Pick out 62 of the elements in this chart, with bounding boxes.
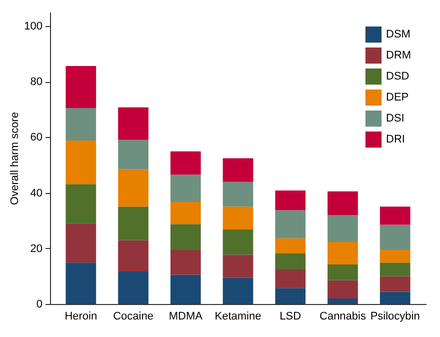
bar: [380, 292, 410, 304]
bar: [380, 224, 410, 250]
bar: [328, 242, 358, 265]
bar: [170, 250, 201, 275]
bar: [170, 224, 201, 250]
legend-label: DSD: [386, 70, 410, 82]
x-tick-label: MDMA: [168, 310, 204, 322]
bar: [380, 250, 410, 263]
bar: [328, 264, 358, 280]
bar: [118, 206, 148, 240]
bar: [328, 215, 358, 242]
bar: [118, 169, 148, 207]
bar: [66, 66, 96, 108]
x-tick-label: Heroin: [64, 310, 98, 322]
bar: [275, 190, 306, 210]
legend-label: DRM: [386, 50, 412, 62]
bar: [118, 107, 148, 140]
y-tick-label: 20: [30, 242, 42, 255]
bar: [66, 108, 96, 140]
bar: [328, 191, 358, 216]
bar: [118, 240, 148, 272]
bar: [328, 280, 358, 298]
legend-label: DSI: [386, 112, 404, 124]
bar: [170, 174, 201, 202]
y-axis-title: Overall harm score: [9, 112, 22, 205]
x-tick-label: Psilocybin: [370, 310, 420, 322]
bar: [222, 206, 254, 230]
legend-label: DSM: [386, 28, 410, 40]
bar: [275, 210, 306, 238]
bar: [118, 140, 148, 170]
bar: [380, 276, 410, 292]
bar: [66, 184, 96, 224]
x-tick-label: LSD: [280, 310, 302, 322]
bar: [380, 206, 410, 225]
bar: [118, 271, 148, 304]
bar: [66, 140, 96, 184]
x-tick-label: Cannabis: [319, 310, 366, 322]
bar: [328, 298, 358, 304]
y-tick-label: 100: [24, 20, 42, 32]
bar: [66, 262, 96, 304]
bar: [222, 229, 254, 255]
y-tick-label: 60: [30, 132, 42, 144]
bar: [222, 254, 254, 278]
bar: [170, 274, 201, 304]
bar: [170, 202, 201, 224]
bar: [170, 151, 201, 175]
bar: [66, 223, 96, 263]
bar: [275, 270, 306, 288]
legend-label: DRI: [386, 134, 405, 146]
bar: [222, 278, 254, 304]
bar: [275, 288, 306, 304]
bar: [222, 182, 254, 207]
x-tick-label: Ketamine: [214, 310, 262, 322]
x-tick-label: Cocaine: [113, 310, 154, 322]
legend-label: DEP: [386, 92, 409, 104]
bar: [275, 238, 306, 254]
y-tick-label: 0: [36, 298, 42, 310]
bar: [222, 158, 254, 182]
bar: [275, 253, 306, 270]
y-tick-label: 40: [30, 187, 42, 200]
y-tick-label: 80: [30, 76, 42, 88]
bar: [380, 262, 410, 276]
